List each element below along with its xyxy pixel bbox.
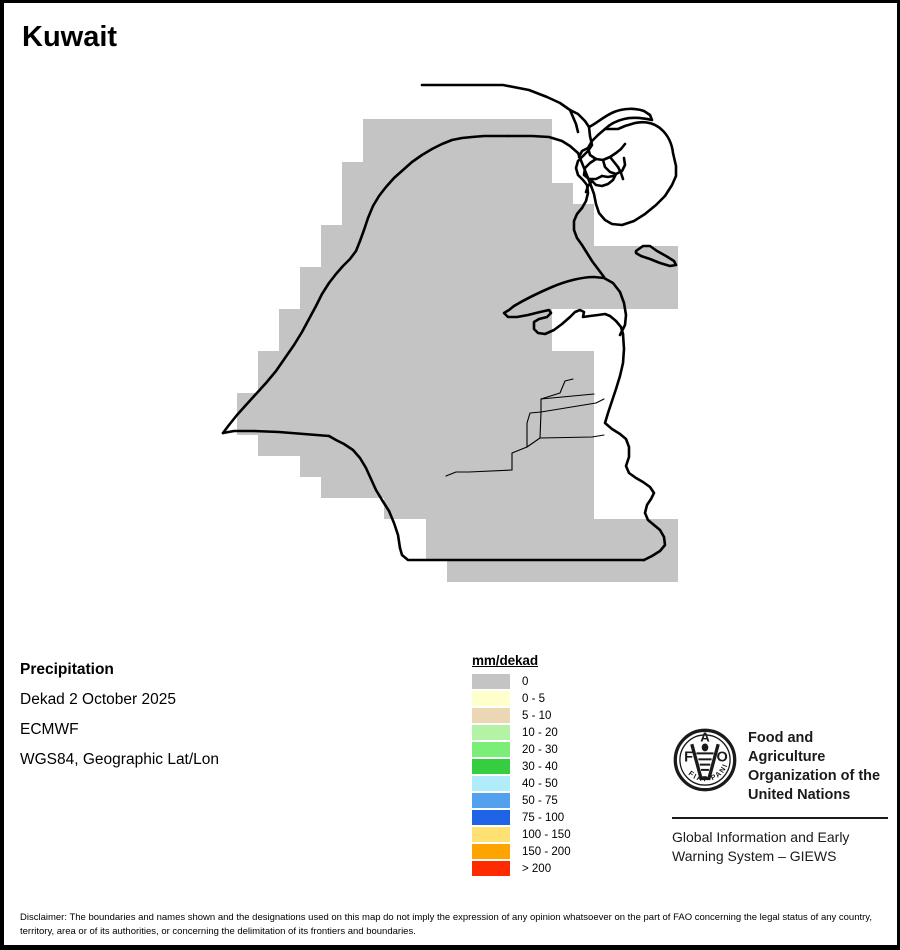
legend-label: 0 [522, 675, 529, 688]
svg-text:O: O [717, 749, 728, 765]
legend-label: 30 - 40 [522, 760, 558, 773]
map-info-block: Precipitation Dekad 2 October 2025 ECMWF… [20, 655, 350, 775]
legend-label: 75 - 100 [522, 811, 565, 824]
legend-row: 100 - 150 [472, 826, 571, 843]
legend-color-swatch [472, 827, 510, 842]
giews-line-2: Warning System – GIEWS [672, 848, 837, 864]
legend-color-swatch [472, 725, 510, 740]
legend-row: 150 - 200 [472, 843, 571, 860]
legend-row: 5 - 10 [472, 707, 571, 724]
info-projection: WGS84, Geographic Lat/Lon [20, 751, 220, 768]
fao-org-line-3: United Nations [748, 787, 851, 803]
legend-row: 0 - 5 [472, 690, 571, 707]
legend-rows: 0 0 - 5 5 - 10 10 - 20 20 - 30 30 - 40 40 - 50… [472, 673, 571, 877]
legend-label: 5 - 10 [522, 709, 552, 722]
legend-color-swatch [472, 776, 510, 791]
fao-org-line-1: Food and Agriculture [748, 730, 826, 765]
map-legend: mm/dekad 0 0 - 5 5 - 10 10 - 20 20 - 30 30 - … [472, 653, 571, 877]
page-title: Kuwait [22, 21, 118, 53]
svg-text:F: F [684, 749, 693, 765]
legend-color-swatch [472, 844, 510, 859]
svg-text:A: A [700, 730, 710, 745]
legend-row: 30 - 40 [472, 758, 571, 775]
info-variable: Precipitation [20, 661, 114, 678]
legend-row: 0 [472, 673, 571, 690]
legend-row: 40 - 50 [472, 775, 571, 792]
legend-row: > 200 [472, 860, 571, 877]
legend-row: 75 - 100 [472, 809, 571, 826]
fao-branding-block: F A O FIAT PANIS Food and Agriculture Or… [669, 720, 888, 866]
legend-color-swatch [472, 810, 510, 825]
legend-label: 10 - 20 [522, 726, 558, 739]
legend-label: > 200 [522, 862, 552, 875]
legend-label: 0 - 5 [522, 692, 546, 705]
precipitation-raster-layer [237, 119, 678, 582]
legend-color-swatch [472, 674, 510, 689]
info-source: ECMWF [20, 721, 79, 738]
info-period: Dekad 2 October 2025 [20, 691, 176, 708]
legend-row: 20 - 30 [472, 741, 571, 758]
legend-row: 10 - 20 [472, 724, 571, 741]
legend-title: mm/dekad [472, 653, 538, 668]
legend-color-swatch [472, 759, 510, 774]
legend-row: 50 - 75 [472, 792, 571, 809]
legend-label: 20 - 30 [522, 743, 558, 756]
giews-line-1: Global Information and Early [672, 829, 850, 845]
admin-boundaries-layer [445, 378, 605, 477]
fao-divider [672, 817, 888, 819]
national-boundary-layer [221, 83, 678, 562]
legend-label: 40 - 50 [522, 777, 558, 790]
fao-logo-icon: F A O FIAT PANIS [669, 720, 738, 798]
map-canvas[interactable]: #raster-layer rect { fill: #c4c4c4; } [4, 63, 897, 623]
legend-color-swatch [472, 861, 510, 876]
legend-color-swatch [472, 793, 510, 808]
legend-color-swatch [472, 691, 510, 706]
disclaimer-text: Disclaimer: The boundaries and names sho… [20, 912, 872, 937]
legend-color-swatch [472, 708, 510, 723]
fao-org-line-2: Organization of the [748, 768, 881, 784]
fao-organization-name: Food and Agriculture Organization of the… [748, 727, 888, 805]
legend-label: 150 - 200 [522, 845, 571, 858]
island-outline [634, 244, 678, 268]
legend-label: 50 - 75 [522, 794, 558, 807]
legend-label: 100 - 150 [522, 828, 571, 841]
kuwait-map-svg[interactable]: #raster-layer rect { fill: #c4c4c4; } [4, 63, 897, 623]
legend-color-swatch [472, 742, 510, 757]
giews-system-name: Global Information and Early Warning Sys… [672, 828, 888, 866]
